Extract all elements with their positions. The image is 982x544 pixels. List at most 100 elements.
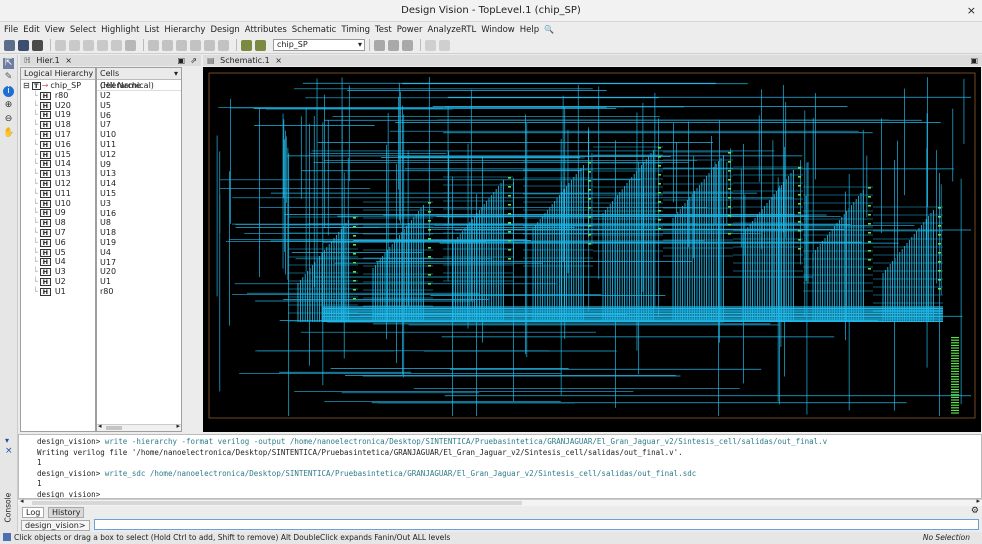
menu-edit[interactable]: Edit [23,24,40,35]
tree-item[interactable]: └ H U2 [21,277,95,287]
highlight-icon[interactable] [148,39,159,51]
save-icon[interactable] [18,39,29,51]
scroll-right-icon[interactable]: ▸ [176,422,180,430]
tree-item[interactable]: └ H U11 [21,189,95,199]
tree-item[interactable]: └ H U18 [21,120,95,130]
design-select-dropdown[interactable]: chip_SP ▾ [273,39,365,51]
cell-row[interactable]: U9 [100,159,111,169]
command-input[interactable] [94,519,979,530]
menu-help[interactable]: Help [519,24,540,35]
pencil-icon[interactable]: ✎ [4,72,13,82]
scrollbar-thumb[interactable] [32,501,522,505]
search-icon[interactable]: 🔍 [544,25,555,34]
menu-list[interactable]: List [144,24,160,35]
select-tool-icon[interactable] [125,39,136,51]
settings-icon[interactable]: ⚙ [970,506,979,516]
schematic-canvas[interactable] [203,67,981,432]
forward-icon[interactable] [439,39,450,51]
path-icon[interactable] [190,39,201,51]
fanin-icon[interactable] [162,39,173,51]
cell-row[interactable]: U6 [100,110,111,120]
tab-log[interactable]: Log [22,507,45,518]
cell-row[interactable]: U7 [100,120,111,130]
collapse-icon[interactable]: ⊟ [23,81,30,90]
undock-icon[interactable]: ⇗ [190,56,197,65]
tree-item[interactable]: └ H U15 [21,150,95,160]
menu-attributes[interactable]: Attributes [244,24,287,35]
copy-icon[interactable] [55,39,66,51]
tree-item[interactable]: └ H U20 [21,101,95,111]
menu-schematic[interactable]: Schematic [291,24,337,35]
scrollbar-thumb[interactable] [106,426,122,430]
cell-row[interactable]: U5 [100,100,111,110]
menu-power[interactable]: Power [396,24,423,35]
cell-row[interactable]: U3 [100,198,111,208]
cell-row[interactable]: U8 [100,218,111,228]
tree-item[interactable]: └ H U14 [21,159,95,169]
close-icon[interactable]: × [966,4,976,17]
scroll-right-icon[interactable]: ▸ [976,497,980,505]
tree-item[interactable]: └ H U6 [21,238,95,248]
new-icon[interactable] [4,39,15,51]
cell-row[interactable]: U19 [100,237,117,247]
report-icon[interactable] [388,39,399,51]
tree-item[interactable]: └ H U3 [21,267,95,277]
menu-view[interactable]: View [44,24,65,35]
pop-icon[interactable] [111,39,122,51]
tree-item[interactable]: └ H U1 [21,287,95,297]
cell-row[interactable]: U1 [100,277,111,287]
horizontal-scrollbar[interactable]: ◂ ▸ [97,422,181,431]
schematic-view-icon[interactable] [255,39,266,51]
collapse-icon[interactable]: ▾ [5,436,10,445]
tree-item[interactable]: └ H U19 [21,110,95,120]
cell-row[interactable]: U20 [100,267,117,277]
tile-icon[interactable]: ▣ [177,56,185,65]
menu-window[interactable]: Window [481,24,515,35]
analyze-icon[interactable] [402,39,413,51]
cell-row[interactable]: U14 [100,179,117,189]
menu-design[interactable]: Design [210,24,240,35]
console-scrollbar[interactable]: ◂ ▸ [18,497,982,506]
pointer-icon[interactable]: ⇱ [3,58,14,69]
tab-hier[interactable]: Hier.1 [36,56,60,65]
info-icon[interactable]: i [3,86,14,97]
close-console-icon[interactable]: × [5,446,13,456]
cell-name-column-header[interactable]: Cell Name [97,80,181,91]
tree-item[interactable]: └ H U17 [21,130,95,140]
tree-item[interactable]: └ H U13 [21,169,95,179]
tree-item[interactable]: └ H U16 [21,140,95,150]
cell-row[interactable]: U10 [100,130,117,140]
cell-row[interactable]: U4 [100,247,111,257]
tile-icon[interactable]: ▣ [970,56,978,65]
scroll-left-icon[interactable]: ◂ [98,422,102,430]
net-icon[interactable] [204,39,215,51]
scroll-left-icon[interactable]: ◂ [20,497,24,505]
schematic-drawing[interactable] [203,67,981,432]
tree-item[interactable]: └ H U8 [21,218,95,228]
print-icon[interactable] [32,39,43,51]
zoom-out-icon[interactable]: ⊖ [4,114,13,124]
cell-row[interactable]: U11 [100,139,117,149]
zoom-in-icon[interactable]: ⊕ [4,100,13,110]
tree-item[interactable]: └ H U10 [21,199,95,209]
close-tab-icon[interactable]: × [65,56,72,65]
push-icon[interactable] [97,39,108,51]
cell-row[interactable]: U18 [100,228,117,238]
menu-highlight[interactable]: Highlight [101,24,140,35]
pan-hand-icon[interactable]: ✋ [3,128,15,138]
menu-analyzertl[interactable]: AnalyzeRTL [427,24,477,35]
cells-header[interactable]: Cells (Hierarchical) ▾ [97,68,181,90]
symbol-view-icon[interactable] [241,39,252,51]
tab-history[interactable]: History [48,507,85,518]
cell-row[interactable]: U16 [100,208,117,218]
menu-hierarchy[interactable]: Hierarchy [164,24,206,35]
menu-file[interactable]: File [4,24,19,35]
tree-item[interactable]: └ H U4 [21,257,95,267]
tree-root[interactable]: ⊟ T → chip_SP [21,81,95,91]
tree-item[interactable]: └ H U12 [21,179,95,189]
cell-row[interactable]: U2 [100,91,111,100]
tree-item[interactable]: └ H U7 [21,228,95,238]
cell-row[interactable]: U15 [100,188,117,198]
tree-item[interactable]: └ H U9 [21,208,95,218]
